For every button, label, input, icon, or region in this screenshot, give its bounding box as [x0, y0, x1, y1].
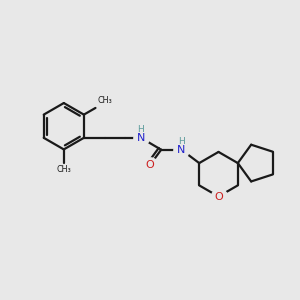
- Text: O: O: [214, 191, 223, 202]
- Text: H: H: [138, 125, 144, 134]
- Text: CH₃: CH₃: [98, 96, 112, 105]
- Text: H: H: [178, 137, 185, 146]
- Text: N: N: [137, 133, 145, 143]
- Text: O: O: [146, 160, 154, 170]
- Text: CH₃: CH₃: [56, 165, 71, 174]
- Text: N: N: [177, 145, 186, 155]
